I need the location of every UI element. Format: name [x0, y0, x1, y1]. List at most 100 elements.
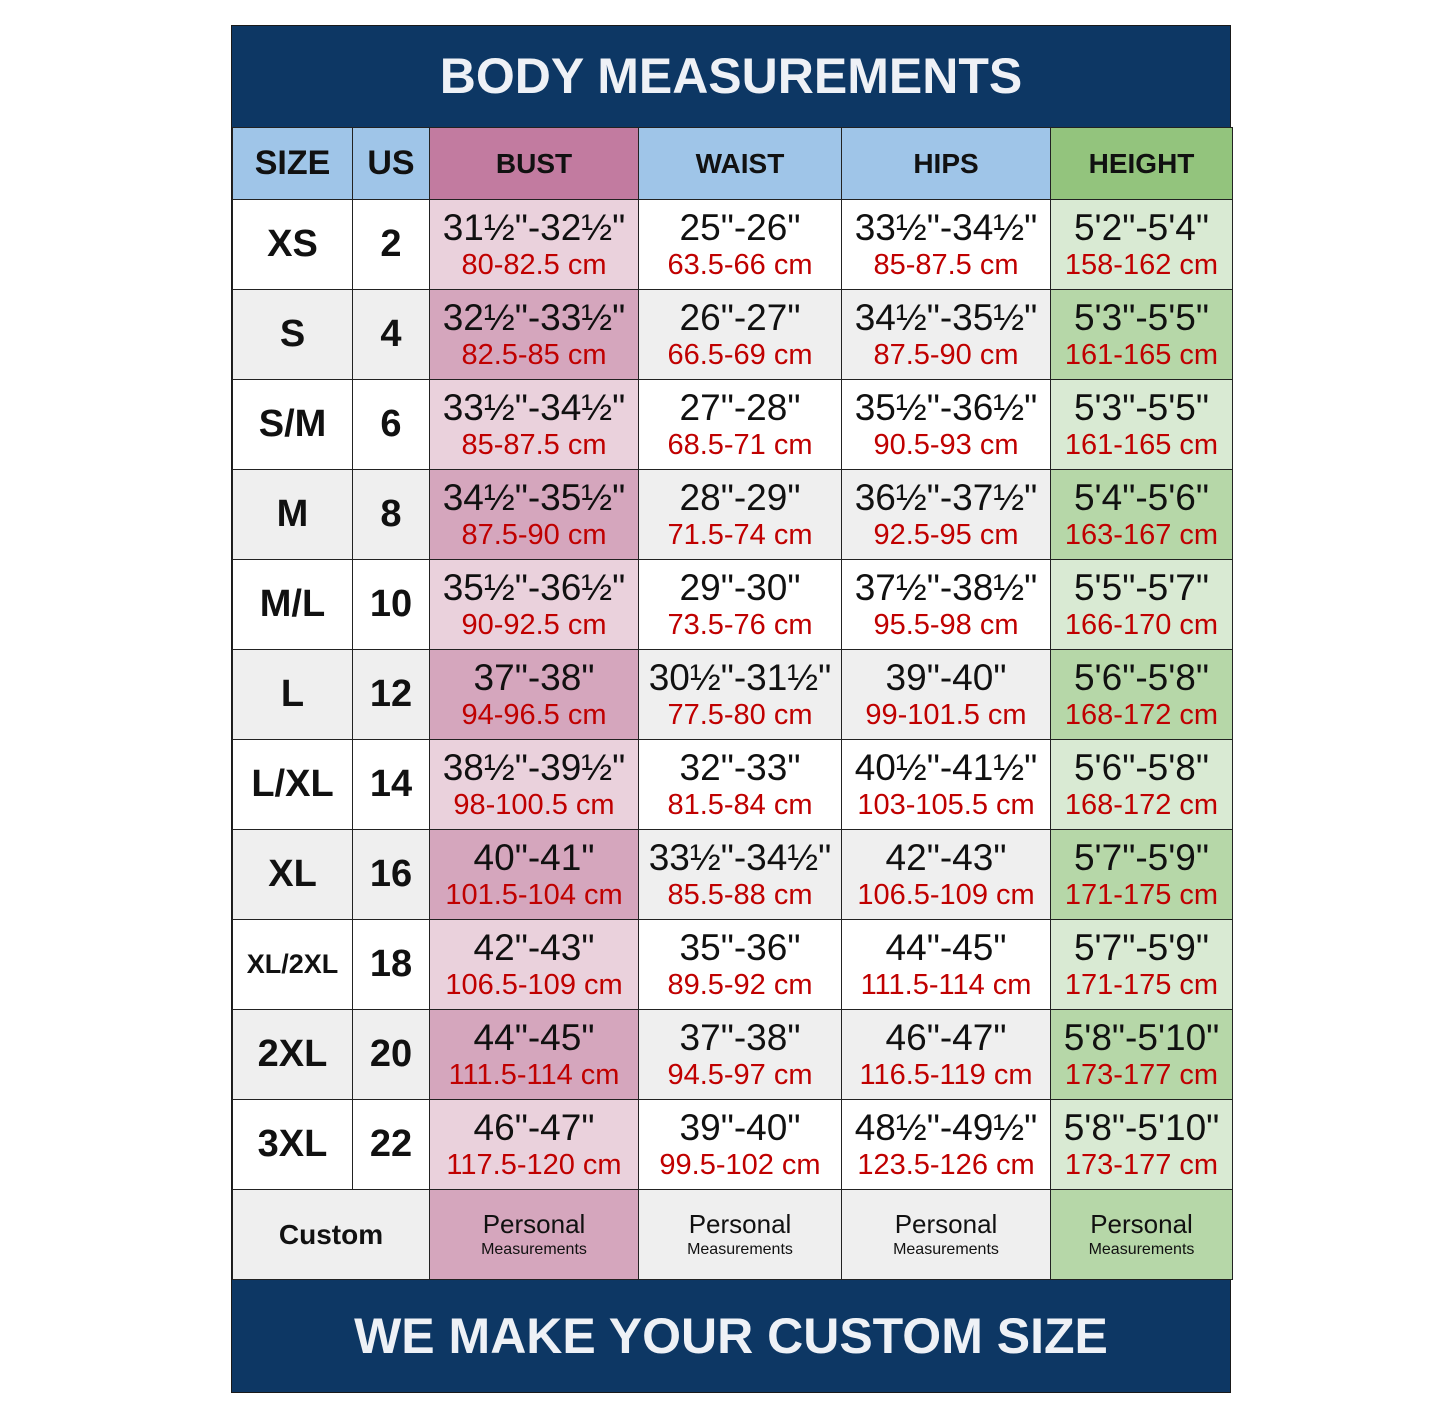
height-cell: 5'8"-5'10" 173-177 cm [1050, 1099, 1233, 1190]
height-cell: 5'6"-5'8" 168-172 cm [1050, 739, 1233, 830]
hips-cell: 34½"-35½" 87.5-90 cm [841, 289, 1051, 380]
hips-cell: 42"-43" 106.5-109 cm [841, 829, 1051, 920]
hips-inches: 42"-43" [885, 836, 1007, 878]
waist-inches: 32"-33" [679, 746, 801, 788]
header-size: SIZE [232, 127, 353, 200]
header-row: SIZE US BUST WAIST HIPS HEIGHT [232, 127, 1233, 200]
height-cm: 171-175 cm [1064, 968, 1219, 1001]
measurements-label: Measurements [481, 1240, 587, 1258]
hips-cm: 92.5-95 cm [873, 518, 1019, 551]
custom-waist-cell: Personal Measurements [638, 1189, 842, 1280]
bust-cm: 111.5-114 cm [448, 1058, 620, 1091]
bust-inches: 44"-45" [473, 1016, 595, 1058]
bust-inches: 37"-38" [473, 656, 595, 698]
waist-cell: 33½"-34½" 85.5-88 cm [638, 829, 842, 920]
waist-cell: 32"-33" 81.5-84 cm [638, 739, 842, 830]
height-cm: 161-165 cm [1064, 428, 1219, 461]
height-cell: 5'2"-5'4" 158-162 cm [1050, 199, 1233, 290]
hips-cm: 90.5-93 cm [873, 428, 1019, 461]
waist-cell: 25"-26" 63.5-66 cm [638, 199, 842, 290]
waist-cm: 85.5-88 cm [667, 878, 813, 911]
height-inches: 5'8"-5'10" [1063, 1106, 1220, 1148]
waist-cell: 35"-36" 89.5-92 cm [638, 919, 842, 1010]
measurements-table: SIZE US BUST WAIST HIPS HEIGHT XS 2 31½"-3… [232, 127, 1233, 1280]
chart-footer: WE MAKE YOUR CUSTOM SIZE [232, 1280, 1230, 1392]
table-row: XL/2XL 18 42"-43" 106.5-109 cm 35"-36" 89.5-9… [232, 919, 1233, 1010]
bust-cell: 44"-45" 111.5-114 cm [429, 1009, 639, 1100]
bust-cm: 94-96.5 cm [461, 698, 607, 731]
height-cm: 171-175 cm [1064, 878, 1219, 911]
personal-label: Personal [688, 1208, 792, 1239]
hips-cm: 95.5-98 cm [873, 608, 1019, 641]
size-cell: XS [232, 199, 353, 290]
height-cm: 168-172 cm [1064, 788, 1219, 821]
table-row: 3XL 22 46"-47" 117.5-120 cm 39"-40" 99.5-102 … [232, 1099, 1233, 1190]
bust-cm: 98-100.5 cm [453, 788, 615, 821]
bust-inches: 31½"-32½" [442, 206, 626, 248]
bust-cell: 32½"-33½" 82.5-85 cm [429, 289, 639, 380]
bust-cm: 101.5-104 cm [445, 878, 623, 911]
height-cell: 5'7"-5'9" 171-175 cm [1050, 829, 1233, 920]
hips-inches: 46"-47" [885, 1016, 1007, 1058]
bust-cell: 31½"-32½" 80-82.5 cm [429, 199, 639, 290]
height-inches: 5'8"-5'10" [1063, 1016, 1220, 1058]
table-row: S/M 6 33½"-34½" 85-87.5 cm 27"-28" 68.5-71 cm… [232, 379, 1233, 470]
waist-cm: 94.5-97 cm [667, 1058, 813, 1091]
height-cm: 173-177 cm [1064, 1148, 1219, 1181]
size-cell: L [232, 649, 353, 740]
chart-title: BODY MEASUREMENTS [232, 26, 1230, 127]
table-row: M/L 10 35½"-36½" 90-92.5 cm 29"-30" 73.5-76 c… [232, 559, 1233, 650]
height-inches: 5'6"-5'8" [1073, 746, 1210, 788]
bust-inches: 32½"-33½" [442, 296, 626, 338]
waist-cell: 27"-28" 68.5-71 cm [638, 379, 842, 470]
us-size-cell: 6 [352, 379, 430, 470]
us-size-cell: 22 [352, 1099, 430, 1190]
table-row: 2XL 20 44"-45" 111.5-114 cm 37"-38" 94.5-97 c… [232, 1009, 1233, 1100]
size-cell: S/M [232, 379, 353, 470]
height-cell: 5'7"-5'9" 171-175 cm [1050, 919, 1233, 1010]
size-cell: L/XL [232, 739, 353, 830]
size-cell: XL/2XL [232, 919, 353, 1010]
hips-cell: 46"-47" 116.5-119 cm [841, 1009, 1051, 1100]
hips-cm: 111.5-114 cm [860, 968, 1032, 1001]
waist-inches: 35"-36" [679, 926, 801, 968]
us-size-cell: 2 [352, 199, 430, 290]
waist-inches: 25"-26" [679, 206, 801, 248]
waist-cell: 30½"-31½" 77.5-80 cm [638, 649, 842, 740]
height-cm: 168-172 cm [1064, 698, 1219, 731]
bust-cm: 87.5-90 cm [461, 518, 607, 551]
height-inches: 5'7"-5'9" [1073, 836, 1210, 878]
measurements-label: Measurements [687, 1240, 793, 1258]
hips-cell: 35½"-36½" 90.5-93 cm [841, 379, 1051, 470]
bust-cell: 37"-38" 94-96.5 cm [429, 649, 639, 740]
table-row: XL 16 40"-41" 101.5-104 cm 33½"-34½" 85.5-88 … [232, 829, 1233, 920]
bust-cm: 82.5-85 cm [461, 338, 607, 371]
hips-inches: 36½"-37½" [854, 476, 1038, 518]
hips-cell: 40½"-41½" 103-105.5 cm [841, 739, 1051, 830]
bust-cell: 42"-43" 106.5-109 cm [429, 919, 639, 1010]
height-cm: 163-167 cm [1064, 518, 1219, 551]
bust-inches: 46"-47" [473, 1106, 595, 1148]
height-inches: 5'7"-5'9" [1073, 926, 1210, 968]
hips-inches: 33½"-34½" [854, 206, 1038, 248]
waist-inches: 37"-38" [679, 1016, 801, 1058]
waist-cm: 63.5-66 cm [667, 248, 813, 281]
waist-inches: 39"-40" [679, 1106, 801, 1148]
bust-inches: 42"-43" [473, 926, 595, 968]
waist-cell: 28"-29" 71.5-74 cm [638, 469, 842, 560]
bust-inches: 38½"-39½" [442, 746, 626, 788]
waist-inches: 30½"-31½" [648, 656, 832, 698]
hips-cell: 33½"-34½" 85-87.5 cm [841, 199, 1051, 290]
height-cm: 158-162 cm [1064, 248, 1219, 281]
waist-cm: 77.5-80 cm [667, 698, 813, 731]
us-size-cell: 4 [352, 289, 430, 380]
bust-inches: 40"-41" [473, 836, 595, 878]
waist-cm: 73.5-76 cm [667, 608, 813, 641]
table-row: M 8 34½"-35½" 87.5-90 cm 28"-29" 71.5-74 cm 36… [232, 469, 1233, 560]
height-cell: 5'6"-5'8" 168-172 cm [1050, 649, 1233, 740]
us-size-cell: 8 [352, 469, 430, 560]
custom-bust-cell: Personal Measurements [429, 1189, 639, 1280]
hips-cm: 99-101.5 cm [865, 698, 1027, 731]
waist-cell: 37"-38" 94.5-97 cm [638, 1009, 842, 1100]
hips-cell: 39"-40" 99-101.5 cm [841, 649, 1051, 740]
